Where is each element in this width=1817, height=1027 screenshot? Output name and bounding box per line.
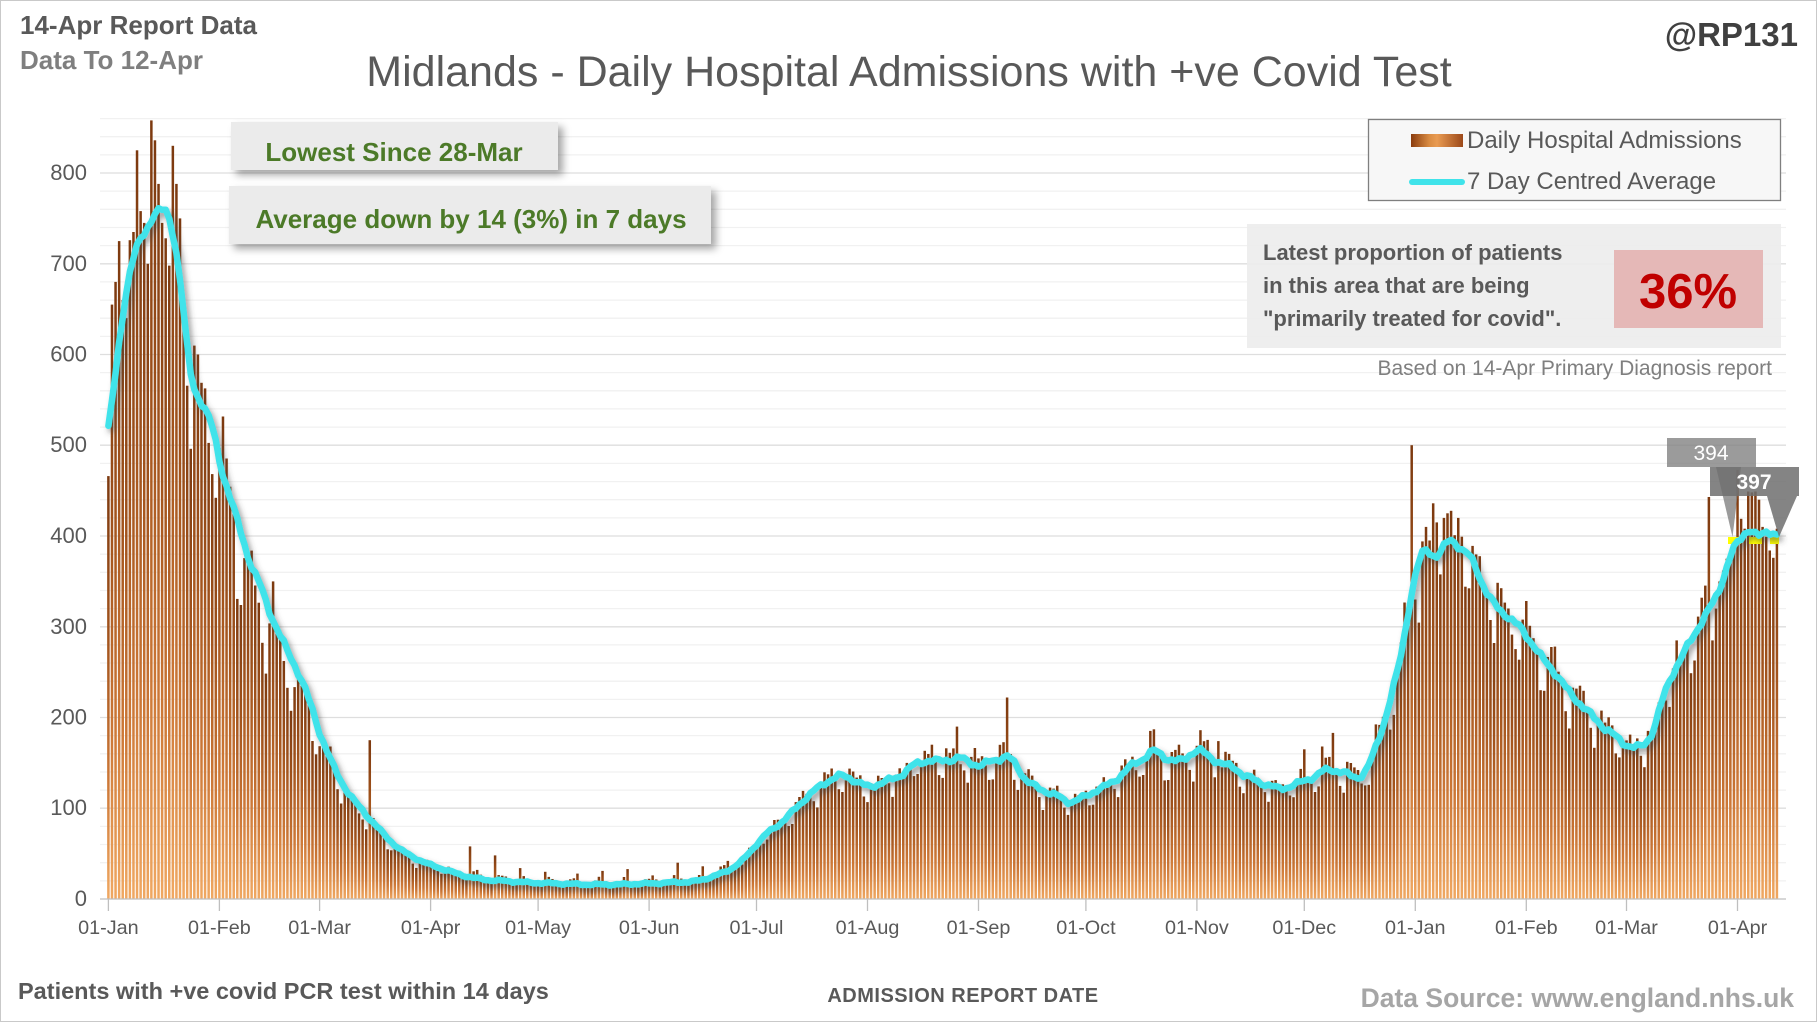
- svg-text:01-Mar: 01-Mar: [288, 917, 351, 939]
- svg-text:Data Source: www.england.nhs.u: Data Source: www.england.nhs.uk: [1361, 983, 1795, 1013]
- svg-text:01-Jul: 01-Jul: [730, 917, 784, 939]
- svg-text:ADMISSION REPORT DATE: ADMISSION REPORT DATE: [827, 985, 1098, 1007]
- svg-text:Based on 14-Apr Primary Diagno: Based on 14-Apr Primary Diagnosis report: [1377, 357, 1772, 380]
- svg-text:01-Dec: 01-Dec: [1272, 917, 1336, 939]
- svg-text:01-Feb: 01-Feb: [1495, 917, 1558, 939]
- svg-text:Latest proportion of patients: Latest proportion of patients: [1263, 240, 1562, 265]
- svg-text:Average down by 14 (3%) in 7 d: Average down by 14 (3%) in 7 days: [255, 204, 686, 234]
- svg-text:Daily Hospital Admissions: Daily Hospital Admissions: [1467, 127, 1742, 154]
- svg-text:@RP131: @RP131: [1665, 16, 1798, 53]
- svg-text:01-Nov: 01-Nov: [1165, 917, 1229, 939]
- svg-text:01-Feb: 01-Feb: [188, 917, 251, 939]
- svg-text:400: 400: [50, 523, 87, 548]
- svg-text:01-Jan: 01-Jan: [1385, 917, 1445, 939]
- svg-text:Lowest Since 28-Mar: Lowest Since 28-Mar: [265, 137, 522, 167]
- svg-text:01-May: 01-May: [505, 917, 571, 939]
- svg-text:01-Aug: 01-Aug: [836, 917, 900, 939]
- svg-text:100: 100: [50, 795, 87, 820]
- svg-text:394: 394: [1693, 442, 1728, 465]
- svg-text:397: 397: [1736, 471, 1771, 494]
- svg-text:in this area that are being: in this area that are being: [1263, 273, 1530, 298]
- svg-text:36%: 36%: [1639, 265, 1737, 319]
- svg-text:7 Day Centred Average: 7 Day Centred Average: [1467, 168, 1716, 195]
- svg-text:01-Sep: 01-Sep: [947, 917, 1011, 939]
- svg-text:Data To 12-Apr: Data To 12-Apr: [20, 45, 203, 75]
- svg-text:Patients with +ve covid PCR te: Patients with +ve covid PCR test within …: [18, 978, 549, 1004]
- svg-text:01-Mar: 01-Mar: [1595, 917, 1658, 939]
- svg-text:0: 0: [75, 886, 87, 911]
- svg-text:01-Apr: 01-Apr: [401, 917, 461, 939]
- svg-text:01-Oct: 01-Oct: [1056, 917, 1116, 939]
- svg-text:800: 800: [50, 160, 87, 185]
- svg-text:600: 600: [50, 342, 87, 367]
- svg-text:01-Apr: 01-Apr: [1708, 917, 1768, 939]
- svg-text:"primarily treated for covid".: "primarily treated for covid".: [1263, 306, 1561, 331]
- svg-text:300: 300: [50, 614, 87, 639]
- svg-text:200: 200: [50, 705, 87, 730]
- svg-text:Midlands - Daily Hospital Admi: Midlands - Daily Hospital Admissions wit…: [366, 48, 1451, 96]
- svg-text:500: 500: [50, 432, 87, 457]
- svg-text:14-Apr Report Data: 14-Apr Report Data: [20, 10, 257, 40]
- svg-text:01-Jan: 01-Jan: [78, 917, 138, 939]
- svg-text:700: 700: [50, 251, 87, 276]
- svg-text:01-Jun: 01-Jun: [619, 917, 679, 939]
